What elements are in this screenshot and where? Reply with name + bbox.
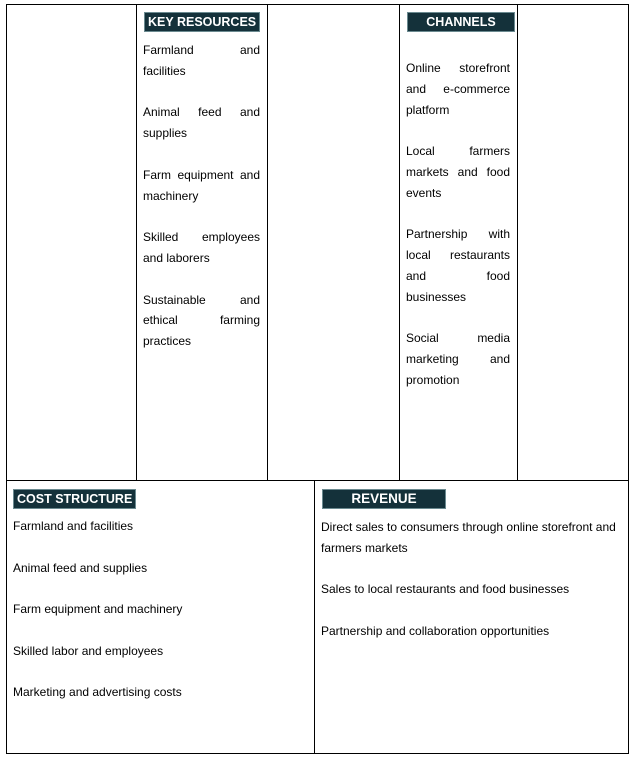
list-item: Direct sales to consumers through online…: [321, 520, 616, 555]
list-item: Online storefront and e-commerce platfor…: [406, 61, 510, 117]
list-item: Local farmers markets and food events: [406, 144, 510, 200]
list-item: Partnership and collaboration opportunit…: [321, 623, 550, 638]
list-item: Skilled labor and employees: [13, 643, 164, 658]
list-item: Sales to local restaurants and food busi…: [321, 582, 570, 597]
channels-heading: CHANNELS: [407, 12, 515, 32]
list-item: Farmland and facilities: [143, 43, 260, 78]
list-item: Skilled employees and laborers: [143, 230, 260, 265]
canvas-cell-1: [6, 4, 137, 481]
revenue-cell: [314, 480, 629, 754]
list-item: Marketing and advertising costs: [13, 685, 182, 700]
list-item: Farm equipment and machinery: [13, 602, 183, 617]
channels-list: Online storefront and e-commerce platfor…: [406, 58, 510, 412]
cost-structure-heading: COST STRUCTURE: [13, 489, 137, 509]
key-resources-list: Farmland and facilities Animal feed and …: [143, 40, 260, 373]
list-item: Farmland and facilities: [13, 519, 134, 533]
list-item: Farm equipment and machinery: [143, 167, 260, 203]
revenue-list: Direct sales to consumers through online…: [321, 517, 623, 663]
list-item: Sustainable and ethical farming practice…: [143, 292, 260, 349]
revenue-heading: REVENUE: [322, 489, 446, 509]
canvas-cell-5: [517, 4, 629, 481]
list-item: Animal feed and supplies: [13, 560, 148, 575]
list-item: Animal feed and supplies: [143, 105, 260, 141]
list-item: Partnership with local restaurants and f…: [406, 227, 510, 304]
list-item: Social media marketing and promotion: [406, 331, 510, 387]
key-resources-heading: KEY RESOURCES: [144, 12, 261, 32]
canvas-cell-3: [267, 4, 400, 481]
cost-structure-list: Farmland and facilities Animal feed and …: [13, 516, 308, 724]
